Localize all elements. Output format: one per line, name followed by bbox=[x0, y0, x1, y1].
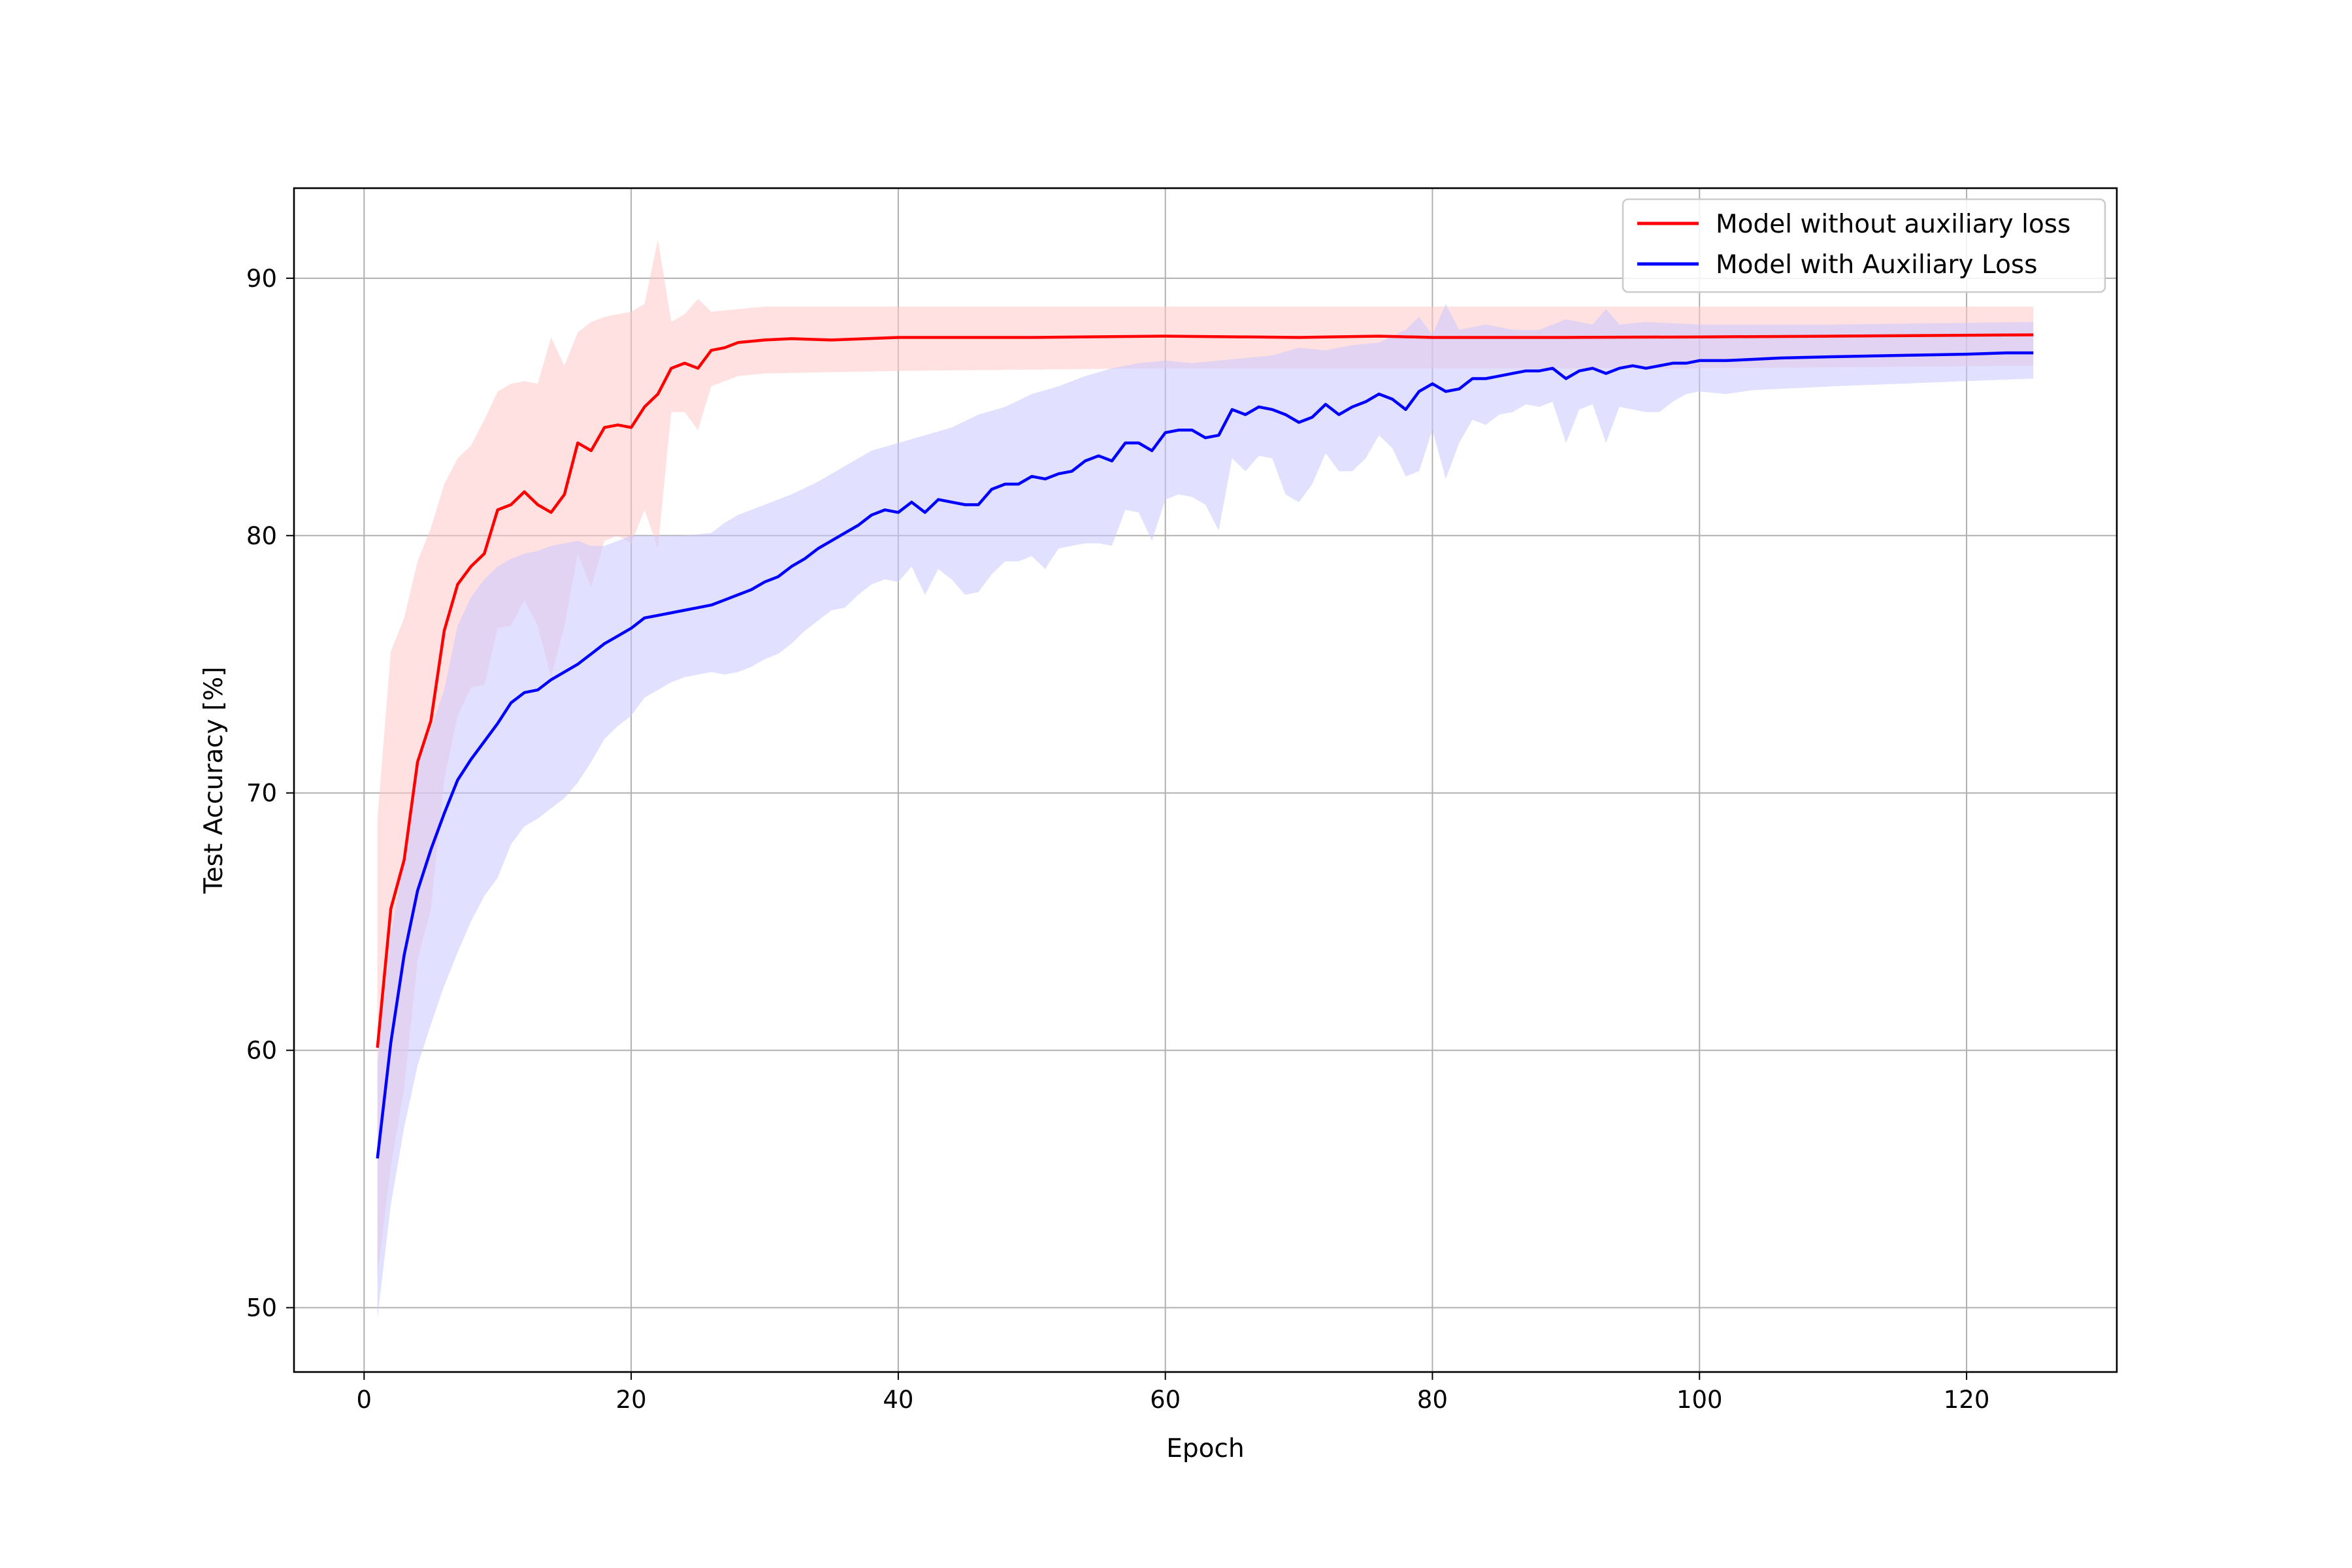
x-tick-label: 120 bbox=[1944, 1386, 1990, 1414]
y-axis-label: Test Accuracy [%] bbox=[199, 666, 229, 894]
y-tick-label: 50 bbox=[246, 1294, 277, 1322]
y-tick-label: 90 bbox=[246, 265, 277, 293]
confidence-band-series-1 bbox=[377, 304, 2034, 1318]
axis-ticks: 0 20 40 60 80 100 120 50 60 70 80 90 bbox=[246, 265, 1989, 1414]
series-line-0 bbox=[376, 333, 2034, 1048]
y-tick-label: 60 bbox=[246, 1037, 277, 1065]
x-tick-label: 40 bbox=[883, 1386, 913, 1414]
legend-label-series-0: Model without auxiliary loss bbox=[1716, 210, 2070, 239]
confidence-bands bbox=[377, 239, 2034, 1318]
x-tick-label: 100 bbox=[1676, 1386, 1723, 1414]
plot-area-frame bbox=[293, 187, 2118, 1373]
series-line-1 bbox=[376, 351, 2034, 1159]
x-tick-label: 0 bbox=[357, 1386, 372, 1414]
y-tick-label: 70 bbox=[246, 779, 277, 808]
x-axis-label: Epoch bbox=[1166, 1434, 1244, 1463]
y-tick-label: 80 bbox=[246, 522, 277, 550]
legend-label-series-1: Model with Auxiliary Loss bbox=[1716, 250, 2038, 280]
x-tick-label: 60 bbox=[1150, 1386, 1181, 1414]
series-lines bbox=[376, 333, 2034, 1159]
legend: Model without auxiliary loss Model with … bbox=[1622, 198, 2106, 293]
x-tick-label: 20 bbox=[616, 1386, 647, 1414]
legend-frame bbox=[1622, 198, 2106, 293]
x-tick-label: 80 bbox=[1417, 1386, 1448, 1414]
